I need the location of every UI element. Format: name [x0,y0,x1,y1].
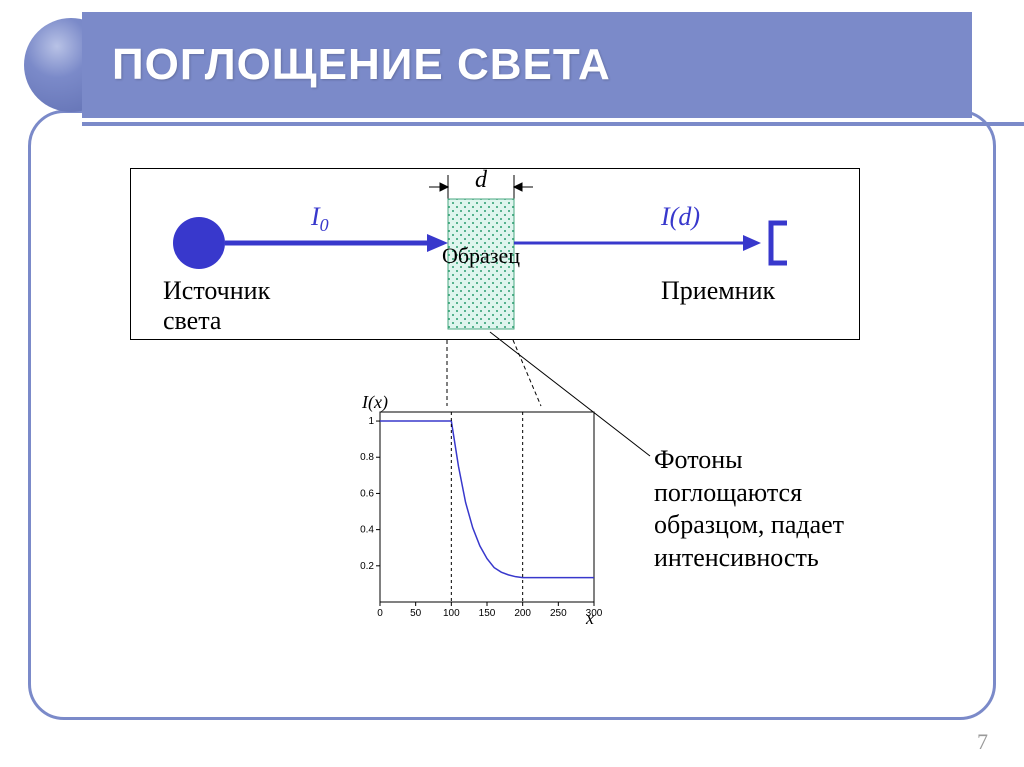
label-id: I(d) [660,202,700,231]
apparatus-diagram: d Образец I0 I(d) Источник света Прие [130,168,860,340]
dimension-d-label: d [475,169,488,193]
annotation-block: Фотоны поглощаются образцом, падает инте… [654,444,844,574]
title-band: ПОГЛОЩЕНИЕ СВЕТА [82,12,972,118]
svg-text:0.8: 0.8 [360,452,374,463]
label-i0: I0 [310,202,329,235]
svg-text:x: x [585,608,594,628]
svg-text:0.2: 0.2 [360,561,374,572]
source-circle [173,217,225,269]
annotation-line2: поглощаются [654,477,844,510]
receiver-bracket [771,223,787,263]
svg-text:50: 50 [410,608,422,619]
apparatus-svg: d Образец I0 I(d) Источник света Прие [131,169,859,339]
sample-label: Образец [442,243,520,268]
source-label-2: света [163,306,222,335]
receiver-label: Приемник [661,276,776,305]
arrow-id-head [743,235,761,251]
annotation-line4: интенсивность [654,542,844,575]
intensity-chart: 0501001502002503000.20.40.60.81I(x)x [344,390,604,630]
svg-text:1: 1 [368,416,374,427]
svg-text:200: 200 [514,608,531,619]
annotation-line3: образцом, падает [654,509,844,542]
svg-text:0.4: 0.4 [360,525,374,536]
page-number: 7 [977,729,988,755]
svg-text:100: 100 [443,608,460,619]
chart-svg: 0501001502002503000.20.40.60.81I(x)x [344,390,604,630]
slide-title: ПОГЛОЩЕНИЕ СВЕТА [82,40,611,90]
annotation-line1: Фотоны [654,444,844,477]
title-underline [82,122,1024,126]
svg-text:0: 0 [377,608,383,619]
svg-text:250: 250 [550,608,567,619]
svg-text:I(x): I(x) [361,392,388,413]
source-label-1: Источник [163,276,271,305]
svg-text:0.6: 0.6 [360,488,374,499]
svg-text:150: 150 [479,608,496,619]
